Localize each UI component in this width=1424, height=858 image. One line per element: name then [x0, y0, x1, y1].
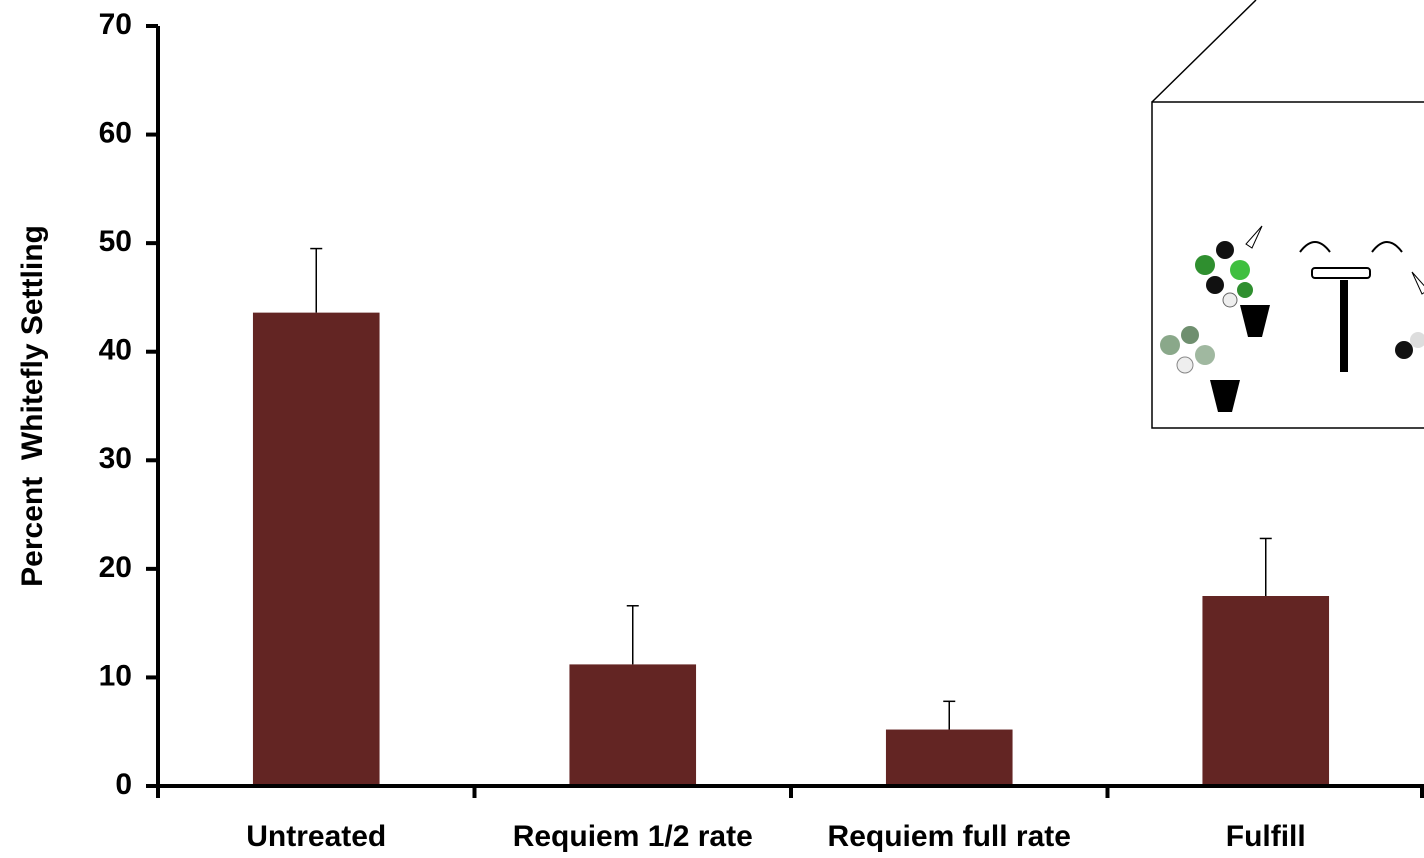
y-tick-label: 70 — [99, 8, 132, 41]
y-tick-label: 20 — [99, 551, 132, 584]
x-tick-label: Fulfill — [1226, 820, 1306, 853]
y-tick-label: 40 — [99, 334, 132, 367]
x-tick-label: Requiem 1/2 rate — [513, 820, 753, 853]
bar — [1202, 596, 1330, 786]
y-tick-label: 50 — [99, 225, 132, 258]
y-tick-label: 10 — [99, 659, 132, 692]
x-tick-label: Untreated — [246, 820, 386, 853]
y-tick-label: 60 — [99, 116, 132, 149]
inset-illustration — [1151, 0, 1424, 429]
y-tick-label: 0 — [115, 768, 132, 801]
bar — [252, 312, 380, 786]
bar — [569, 664, 697, 786]
x-tick-label: Requiem full rate — [828, 820, 1071, 853]
y-tick-label: 30 — [99, 442, 132, 475]
bar — [885, 729, 1013, 786]
y-axis-label: Percent Whitefly Settling — [16, 225, 49, 587]
